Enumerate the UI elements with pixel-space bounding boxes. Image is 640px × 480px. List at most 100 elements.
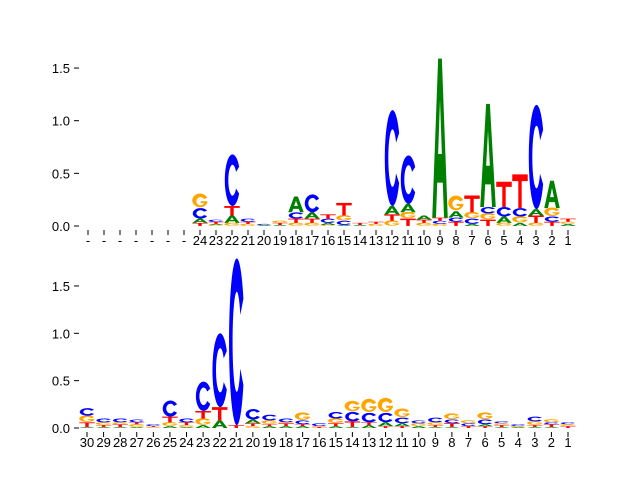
logo-letter-T [79,422,95,428]
logo-letter-A [195,425,211,428]
logo-letter-C [384,110,400,206]
logo-letter-C [240,218,256,222]
logo-letter-A [496,216,512,223]
logo-letter-C [146,424,161,427]
x-tick-label: 22 [212,435,226,450]
logo-letter-C [477,419,493,425]
logo-letter-T [195,410,211,419]
logo-letter-G [410,423,427,426]
logo-letter-T [512,174,528,209]
logo-letter-T [416,219,432,223]
x-tick-label: 18 [289,233,303,248]
x-tick-label: - [134,233,138,248]
logo-letter-G [460,420,476,424]
x-tick-label: 11 [401,233,415,248]
logo-letter-T [527,425,543,428]
logo-letter-A [361,425,377,428]
logo-letter-G [328,418,344,423]
logo-letter-T [311,427,327,428]
logo-letter-T [344,421,361,428]
logo-letter-C [480,207,496,214]
logo-letter-A [288,196,304,213]
logo-letter-G [444,413,460,420]
logo-letter-G [528,222,544,226]
logo-letter-A [320,222,336,225]
x-tick-label: 20 [246,435,260,450]
logo-letter-T [261,424,278,427]
x-tick-label: - [86,233,90,248]
x-tick-label: 5 [498,435,505,450]
logo-letter-C [179,418,194,423]
logo-letter-T [384,214,400,221]
logo-letter-T [352,222,368,225]
logo-letter-A [560,223,576,226]
logo-letter-A [224,215,240,223]
logo-letter-A [510,427,526,428]
x-tick-label: 24 [193,233,207,248]
logo-letter-A [464,223,480,226]
logo-letter-C [336,220,352,225]
logo-letter-T [394,426,410,428]
x-tick-label: - [102,233,106,248]
logo-letter-A [544,180,560,209]
logo-letter-T [112,424,128,428]
logo-letter-G [448,195,464,211]
x-tick-label: 15 [329,435,343,450]
logo-letter-A [493,427,510,428]
logo-letter-G [294,412,311,420]
logo-letter-T [528,215,544,223]
y-tick-label: 0.0 [52,421,70,436]
x-tick-label: 2 [548,233,555,248]
x-tick-label: 27 [130,435,144,450]
x-tick-label: 13 [362,435,376,450]
logo-letter-T [368,221,384,224]
logo-letter-A [448,211,464,218]
logo-panel-1: 0.00.51.01.5- - - - - - -24 23 22 21 20 19 18 17 16 15 1… [52,58,576,248]
logo-letter-T [460,426,477,428]
logo-letter-A [512,222,528,226]
logo-letter-G [512,216,528,223]
logo-letter-T [129,422,145,425]
logo-letter-A [444,427,460,428]
logo-letter-T [543,424,560,428]
x-tick-label: 23 [209,233,223,248]
logo-letter-C [311,423,327,427]
logo-letter-C [192,208,208,219]
x-tick-label: 11 [395,435,409,450]
x-tick-label: 9 [436,233,443,248]
logo-letter-G [261,420,277,424]
logo-letter-A [192,218,208,223]
logo-letter-G [336,215,352,221]
logo-letter-A [129,427,145,428]
logo-letter-G [480,212,496,220]
logo-letter-T [464,195,480,213]
logo-letter-A [384,205,400,215]
logo-letter-C [544,216,560,222]
x-tick-label: 12 [378,435,392,450]
logo-letter-C [400,155,416,204]
logo-letter-C [212,333,227,408]
x-tick-label: 14 [345,435,359,450]
logo-letter-C [411,420,426,424]
logo-letter-G [543,419,559,423]
logo-letter-A [211,420,228,428]
logo-letter-A [294,426,311,428]
logo-letter-C [162,400,178,417]
logo-letter-C [288,212,304,219]
logo-letter-A [344,427,361,428]
logo-letter-G [95,422,112,425]
x-tick-label: - [118,233,122,248]
logo-letter-G [344,400,360,412]
logo-letter-G [464,211,480,219]
logo-letter-A [261,426,278,428]
x-tick-label: 15 [337,233,351,248]
logo-letter-T [432,217,448,221]
logo-letter-A [543,427,560,428]
logo-letter-G [560,221,576,224]
logo-letter-C [195,381,211,411]
logo-letter-A [245,419,261,424]
logo-letter-A [328,426,344,428]
logo-letter-C [444,419,460,424]
x-tick-label: 23 [196,435,210,450]
